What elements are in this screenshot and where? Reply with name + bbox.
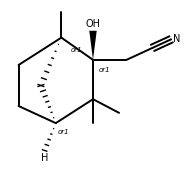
Text: H: H: [41, 153, 48, 163]
Text: or1: or1: [58, 129, 69, 135]
Text: N: N: [173, 34, 181, 44]
Text: or1: or1: [71, 47, 82, 53]
Polygon shape: [89, 31, 97, 60]
Text: or1: or1: [99, 67, 110, 73]
Text: OH: OH: [86, 19, 100, 29]
